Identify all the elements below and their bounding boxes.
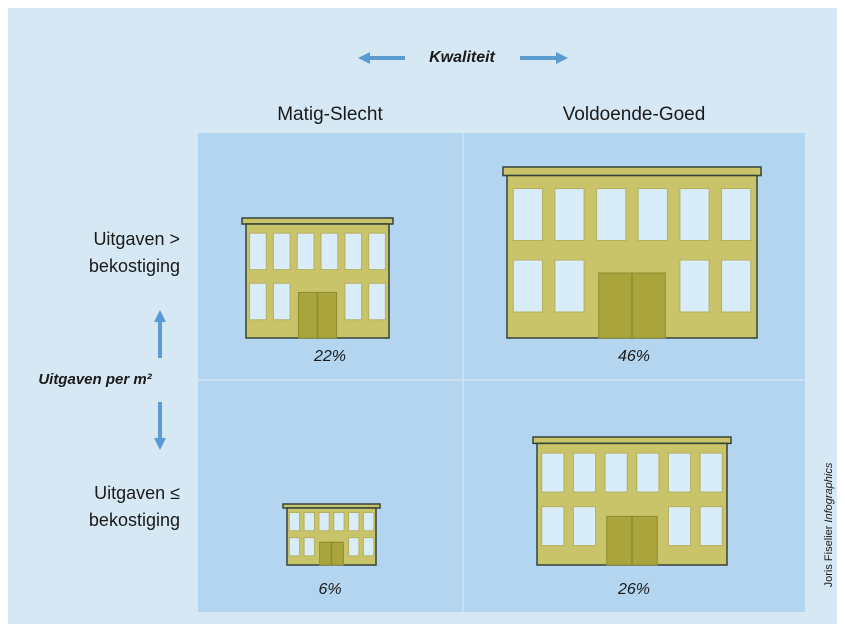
window xyxy=(700,507,722,546)
window xyxy=(319,513,329,531)
window xyxy=(680,189,709,241)
row-label: bekostiging xyxy=(89,510,180,530)
column-label: Voldoende-Goed xyxy=(563,104,706,125)
window xyxy=(637,453,659,492)
window xyxy=(668,453,690,492)
window xyxy=(369,283,386,319)
credit-suffix: Infographics xyxy=(823,462,835,522)
window xyxy=(349,513,359,531)
window xyxy=(513,189,542,241)
window xyxy=(638,189,667,241)
title: Kwaliteit xyxy=(429,49,495,66)
window xyxy=(363,538,373,556)
window xyxy=(250,233,267,269)
credit: Joris Fiselier Infographics xyxy=(823,462,835,587)
window xyxy=(722,189,751,241)
window xyxy=(597,189,626,241)
window xyxy=(297,233,314,269)
window xyxy=(680,260,709,312)
window xyxy=(363,513,373,531)
window xyxy=(605,453,627,492)
window xyxy=(273,283,290,319)
row-label: Uitgaven > xyxy=(93,229,180,249)
window xyxy=(513,260,542,312)
credit-author: Joris Fiselier xyxy=(823,525,835,587)
window xyxy=(369,233,386,269)
row-label: bekostiging xyxy=(89,256,180,276)
window xyxy=(304,513,314,531)
window xyxy=(700,453,722,492)
window xyxy=(289,538,299,556)
window xyxy=(668,507,690,546)
window xyxy=(542,453,564,492)
window xyxy=(573,507,595,546)
window xyxy=(321,233,338,269)
column-label: Matig-Slecht xyxy=(277,104,383,125)
roof xyxy=(533,437,731,443)
window xyxy=(345,233,362,269)
window xyxy=(542,507,564,546)
cell-value: 6% xyxy=(318,581,341,598)
window xyxy=(555,189,584,241)
window xyxy=(289,513,299,531)
cell-value: 46% xyxy=(618,348,650,365)
infographic: Kwaliteit Matig-Slecht Voldoende-Goed Ui… xyxy=(0,0,845,632)
window xyxy=(573,453,595,492)
axis-label: Uitgaven per m² xyxy=(38,371,152,388)
window xyxy=(304,538,314,556)
cell-value: 22% xyxy=(313,348,346,365)
cell-value: 26% xyxy=(617,581,650,598)
window xyxy=(345,283,362,319)
roof xyxy=(503,167,761,176)
window xyxy=(334,513,344,531)
roof xyxy=(242,218,393,224)
row-label: Uitgaven ≤ xyxy=(94,483,180,503)
window xyxy=(273,233,290,269)
window xyxy=(555,260,584,312)
window xyxy=(349,538,359,556)
window xyxy=(722,260,751,312)
window xyxy=(250,283,267,319)
